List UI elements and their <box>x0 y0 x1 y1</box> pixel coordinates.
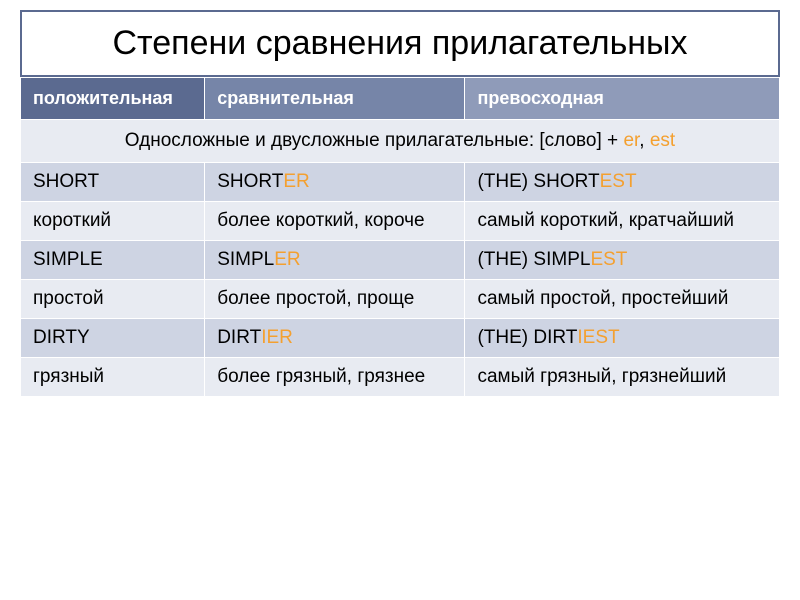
cell-comparative: SIMPLER <box>205 241 465 280</box>
comparison-table: положительная сравнительная превосходная… <box>20 77 780 397</box>
cell-positive: DIRTY <box>21 319 205 358</box>
table-row: короткий более короткий, короче самый ко… <box>21 202 780 241</box>
cell-comparative: более грязный, грязнее <box>205 358 465 397</box>
cell-comparative: более короткий, короче <box>205 202 465 241</box>
table-row: SIMPLE SIMPLER (THE) SIMPLEST <box>21 241 780 280</box>
cell-superlative: (THE) SHORTEST <box>465 163 780 202</box>
cell-superlative: самый простой, простейший <box>465 280 780 319</box>
cell-positive: короткий <box>21 202 205 241</box>
section-comma: , <box>639 130 650 151</box>
header-positive: положительная <box>21 78 205 120</box>
section-prefix: Односложные и двусложные прилагательные:… <box>125 130 624 151</box>
cell-comparative: DIRTIER <box>205 319 465 358</box>
page-title: Степени сравнения прилагательных <box>42 24 758 63</box>
cell-superlative: (THE) DIRTIEST <box>465 319 780 358</box>
cell-positive: грязный <box>21 358 205 397</box>
table-row: SHORT SHORTER (THE) SHORTEST <box>21 163 780 202</box>
cell-positive: SHORT <box>21 163 205 202</box>
header-row: положительная сравнительная превосходная <box>21 78 780 120</box>
table-row: DIRTY DIRTIER (THE) DIRTIEST <box>21 319 780 358</box>
section-row: Односложные и двусложные прилагательные:… <box>21 120 780 163</box>
table-row: грязный более грязный, грязнее самый гря… <box>21 358 780 397</box>
cell-superlative: (THE) SIMPLEST <box>465 241 780 280</box>
cell-comparative: SHORTER <box>205 163 465 202</box>
cell-positive: простой <box>21 280 205 319</box>
header-comparative: сравнительная <box>205 78 465 120</box>
section-er: er <box>623 130 639 151</box>
title-box: Степени сравнения прилагательных <box>20 10 780 77</box>
section-text: Односложные и двусложные прилагательные:… <box>21 120 780 163</box>
cell-superlative: самый короткий, кратчайший <box>465 202 780 241</box>
cell-comparative: более простой, проще <box>205 280 465 319</box>
section-est: est <box>650 130 675 151</box>
cell-positive: SIMPLE <box>21 241 205 280</box>
header-superlative: превосходная <box>465 78 780 120</box>
table-body: Односложные и двусложные прилагательные:… <box>21 120 780 397</box>
cell-superlative: самый грязный, грязнейший <box>465 358 780 397</box>
table-row: простой более простой, проще самый прост… <box>21 280 780 319</box>
